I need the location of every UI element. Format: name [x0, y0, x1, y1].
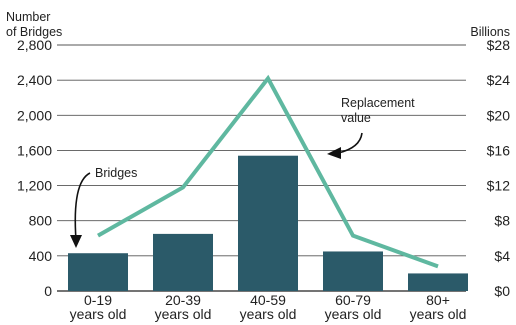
right-axis-ticks: $0 $4 $8 $12 $16 $20 $24 $28 [487, 37, 511, 299]
left-tick-label: 1,600 [17, 142, 52, 158]
bridges-arrowhead-icon [70, 235, 82, 248]
right-tick-label: $28 [487, 37, 511, 53]
category-sublabel: years old [325, 306, 382, 322]
left-tick-label: 2,400 [17, 72, 52, 88]
left-tick-label: 800 [29, 213, 53, 229]
bar [238, 155, 298, 291]
replacement-annotation-line1: Replacement [341, 96, 415, 110]
right-tick-label: $16 [487, 142, 511, 158]
left-tick-label: 400 [29, 248, 53, 264]
category-label: 40-59 [250, 292, 286, 308]
replacement-value-line [97, 74, 439, 269]
right-tick-label: $20 [487, 107, 511, 123]
category-sublabel: years old [410, 306, 467, 322]
right-tick-label: $24 [487, 72, 511, 88]
left-tick-label: 2,000 [17, 107, 52, 123]
category-label: 20-39 [165, 292, 201, 308]
left-tick-label: 0 [44, 283, 52, 299]
replacement-annotation-arrow [337, 132, 363, 154]
bridges-annotation-arrow [74, 172, 91, 241]
category-label: 80+ [426, 292, 450, 308]
bar [408, 273, 468, 291]
category-sublabel: years old [70, 306, 127, 322]
category-sublabel: years old [240, 306, 297, 322]
bar [68, 253, 128, 291]
category-label: 60-79 [335, 292, 371, 308]
bar [323, 251, 383, 291]
bar-series [68, 155, 468, 291]
line-series [97, 74, 439, 269]
left-axis-title-line1: Number [6, 10, 50, 24]
right-tick-label: $8 [494, 213, 510, 229]
right-tick-label: $12 [487, 178, 511, 194]
bridges-annotation: Bridges [95, 166, 137, 180]
left-tick-label: 2,800 [17, 37, 52, 53]
category-label: 0-19 [84, 292, 112, 308]
right-axis-title: Billions [470, 25, 510, 39]
left-axis-title-line2: of Bridges [6, 25, 62, 39]
bar [153, 233, 213, 291]
right-tick-label: $4 [494, 248, 510, 264]
replacement-annotation-line2: value [341, 111, 371, 125]
replacement-arrowhead-icon [327, 147, 341, 159]
left-axis-ticks: 0 400 800 1,200 1,600 2,000 2,400 2,800 [17, 37, 52, 299]
right-tick-label: $0 [494, 283, 510, 299]
category-sublabel: years old [155, 306, 212, 322]
left-tick-label: 1,200 [17, 178, 52, 194]
